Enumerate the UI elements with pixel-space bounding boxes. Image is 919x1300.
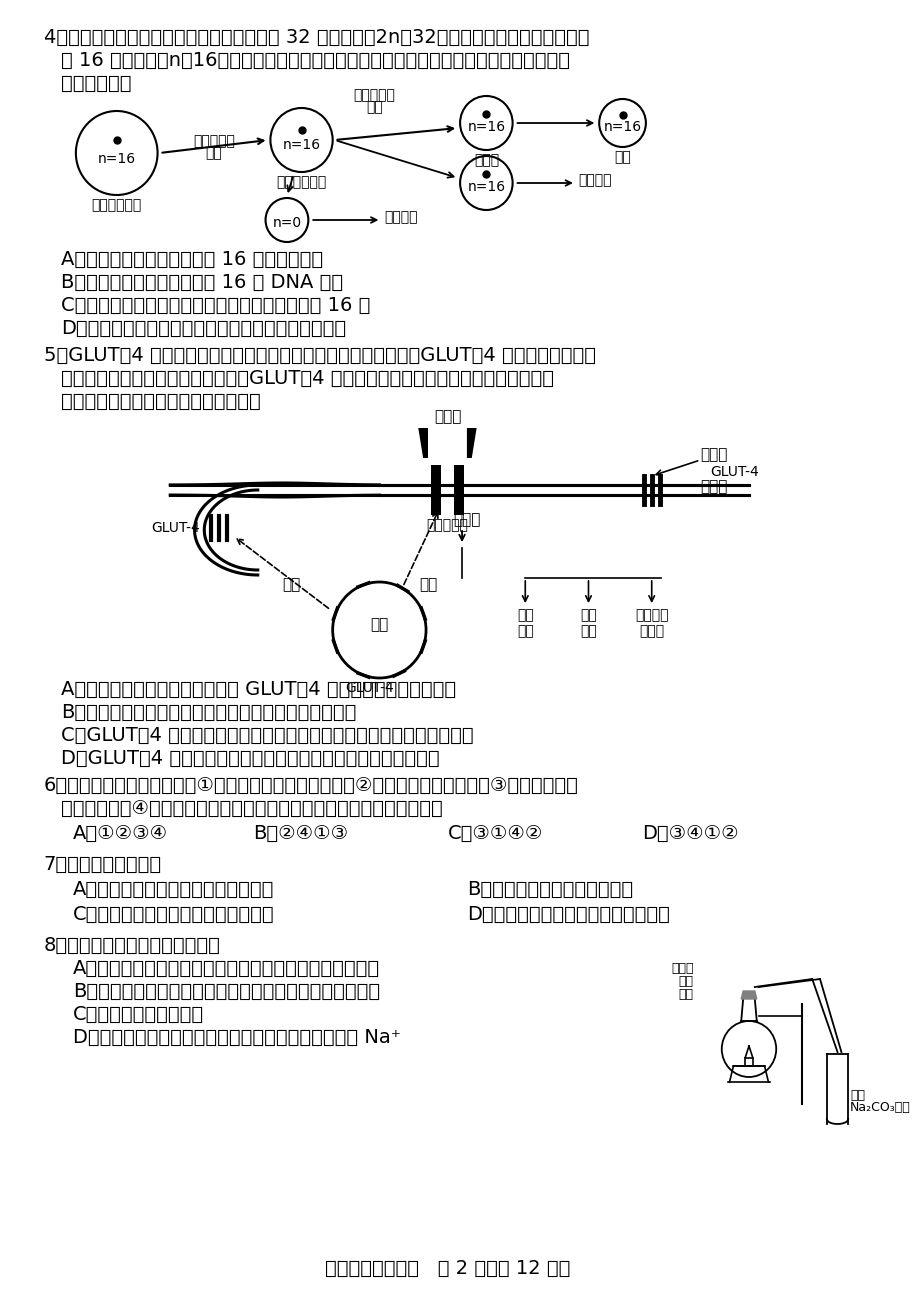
Text: B．胰岛素作为信息分子，可直接参与细胞内的代谢过程: B．胰岛素作为信息分子，可直接参与细胞内的代谢过程 — [62, 703, 357, 722]
Text: GLUT-4: GLUT-4 — [345, 681, 393, 696]
Text: n=16: n=16 — [603, 120, 641, 134]
Text: GLUT-4: GLUT-4 — [709, 465, 758, 478]
Text: C．用碱石灰可干燥氯气: C．用碱石灰可干燥氯气 — [73, 1005, 204, 1024]
Text: C．GLUT－4 从囊泡转移到细胞膜上的过程，体现了生物膜的选择透过性: C．GLUT－4 从囊泡转移到细胞膜上的过程，体现了生物膜的选择透过性 — [62, 725, 473, 745]
Text: D．③④①②: D．③④①② — [641, 824, 738, 842]
Polygon shape — [467, 428, 476, 458]
Text: D．高温消毒是利用蛋白质变性的原理: D．高温消毒是利用蛋白质变性的原理 — [467, 905, 669, 924]
Text: n=16: n=16 — [467, 179, 505, 194]
Text: 细胞膜: 细胞膜 — [699, 480, 727, 494]
Text: 促进: 促进 — [282, 577, 301, 593]
Text: 囊泡: 囊泡 — [369, 618, 388, 633]
Text: n=16: n=16 — [467, 120, 505, 134]
Text: C．在精子形成过程中，细胞含有的染色体始终为 16 条: C．在精子形成过程中，细胞含有的染色体始终为 16 条 — [62, 296, 370, 315]
Text: D．GLUT－4 合成障碍的糖尿病患者，可通过注射胰岛素进行治疗: D．GLUT－4 合成障碍的糖尿病患者，可通过注射胰岛素进行治疗 — [62, 749, 439, 768]
Text: n=16: n=16 — [282, 138, 320, 152]
Text: C．制聚乙烯塑料的反应属于取代反应: C．制聚乙烯塑料的反应属于取代反应 — [73, 905, 274, 924]
Text: 氧化
分解: 氧化 分解 — [516, 608, 533, 638]
Text: 素周期律）；④玻尔（玻尔原子模型）。这些突出贡献提出的年代顺序是: 素周期律）；④玻尔（玻尔原子模型）。这些突出贡献提出的年代顺序是 — [62, 800, 443, 818]
Text: A．蜜蜂的一个染色体组含有 16 条同源染色体: A．蜜蜂的一个染色体组含有 16 条同源染色体 — [62, 250, 323, 269]
Text: A．①②③④: A．①②③④ — [73, 824, 168, 842]
Text: 乙酸: 乙酸 — [677, 975, 692, 988]
Text: B．②④①③: B．②④①③ — [253, 824, 347, 842]
Text: n=16: n=16 — [97, 152, 136, 166]
Text: 5．GLUT－4 是细胞膜上转运葡萄糖的载体。胰岛素浓度升高时，GLUT－4 从细胞内的囊泡转: 5．GLUT－4 是细胞膜上转运葡萄糖的载体。胰岛素浓度升高时，GLUT－4 从… — [44, 346, 596, 365]
Text: Na₂CO₃溶液: Na₂CO₃溶液 — [849, 1101, 910, 1114]
Text: 次级精母细胞: 次级精母细胞 — [276, 176, 326, 188]
Bar — [430, 465, 440, 515]
Polygon shape — [741, 991, 756, 998]
Text: 葡萄糖: 葡萄糖 — [699, 447, 727, 463]
Text: 浓硫酸: 浓硫酸 — [671, 962, 693, 975]
Text: B．一个初级精母细胞中含有 16 个 DNA 分子: B．一个初级精母细胞中含有 16 个 DNA 分子 — [62, 273, 343, 292]
Text: 减数第一次: 减数第一次 — [193, 134, 234, 148]
Text: GLUT-4: GLUT-4 — [151, 521, 199, 536]
Text: 分裂: 分裂 — [206, 146, 222, 160]
Text: 8．下列关于实验的说法正确的是: 8．下列关于实验的说法正确的是 — [44, 936, 221, 956]
Text: B．油脂在碱性条件下才能水解: B．油脂在碱性条件下才能水解 — [467, 880, 632, 900]
Text: 7．下列说法正确的是: 7．下列说法正确的是 — [44, 855, 162, 874]
Text: D．若不考虑突变，一只雄蜂只能产生一种类型的精子: D．若不考虑突变，一只雄蜂只能产生一种类型的精子 — [62, 318, 346, 338]
Text: 退化消失: 退化消失 — [384, 211, 417, 224]
Text: 精细胞: 精细胞 — [473, 153, 498, 166]
Text: 素作用机理模式图。下列说法正确的是: 素作用机理模式图。下列说法正确的是 — [62, 393, 261, 411]
Text: 6．化学家及其突出贡献为：①波义耳（化学元素概念）；②道尔顿（原子学说）；③门捷列夫（元: 6．化学家及其突出贡献为：①波义耳（化学元素概念）；②道尔顿（原子学说）；③门捷… — [44, 776, 578, 796]
Text: 胰岛素: 胰岛素 — [433, 410, 460, 424]
Text: C．③①④②: C．③①④② — [447, 824, 542, 842]
Text: 有 16 条染色体（n＝16）。雄蜂可通过一种特殊的减数分裂方式形成精子，如图所示。下列: 有 16 条染色体（n＝16）。雄蜂可通过一种特殊的减数分裂方式形成精子，如图所… — [62, 51, 570, 70]
Text: 促进: 促进 — [418, 577, 437, 593]
Text: 4．蜜蜂中工蜂和蜂王是二倍体，体细胞含有 32 条染色体（2n＝32）；雄蜂是单倍体，体细胞含: 4．蜜蜂中工蜂和蜂王是二倍体，体细胞含有 32 条染色体（2n＝32）；雄蜂是单… — [44, 29, 589, 47]
Text: 转化为非
糖物质: 转化为非 糖物质 — [634, 608, 668, 638]
Text: 饱和: 饱和 — [849, 1089, 864, 1102]
Text: n=0: n=0 — [272, 216, 301, 230]
Bar — [454, 465, 463, 515]
Text: 乙醇: 乙醇 — [677, 988, 692, 1001]
Text: 理科综合能力测试   第 2 页（共 12 页）: 理科综合能力测试 第 2 页（共 12 页） — [324, 1258, 570, 1278]
Text: D．用普通玻璃棒蘸取溶液做焰色反应以证明溶液含有 Na⁺: D．用普通玻璃棒蘸取溶液做焰色反应以证明溶液含有 Na⁺ — [73, 1028, 401, 1046]
Text: 退化消失: 退化消失 — [578, 173, 612, 187]
Text: 葡萄糖: 葡萄糖 — [453, 512, 480, 527]
Polygon shape — [418, 428, 427, 458]
Text: A．将二氧化碳通入硅酸钠溶液以证明碳酸的酸性比硅酸强: A．将二氧化碳通入硅酸钠溶液以证明碳酸的酸性比硅酸强 — [73, 959, 380, 978]
Text: 说法正确的是: 说法正确的是 — [62, 74, 131, 94]
Text: 减数第二次: 减数第二次 — [353, 88, 395, 101]
Text: 精子: 精子 — [614, 150, 630, 164]
Text: 合成
糖原: 合成 糖原 — [580, 608, 596, 638]
Text: 初级精母细胞: 初级精母细胞 — [92, 198, 142, 212]
Text: 移到细胞膜上；胰岛素浓度降低时，GLUT－4 通过细胞膜内陷重新回到囊泡。下图为胰岛: 移到细胞膜上；胰岛素浓度降低时，GLUT－4 通过细胞膜内陷重新回到囊泡。下图为… — [62, 369, 553, 387]
Text: B．右图装置中，导管不能伸入液面的原因是产物易溶于水: B．右图装置中，导管不能伸入液面的原因是产物易溶于水 — [73, 982, 380, 1001]
Text: 分裂: 分裂 — [366, 100, 382, 114]
Text: A．乙醇和二氯甲烷都存在同分异构体: A．乙醇和二氯甲烷都存在同分异构体 — [73, 880, 274, 900]
Text: 胰岛素受体: 胰岛素受体 — [426, 517, 468, 532]
Text: A．胰岛素可以通过调控细胞膜上 GLUT－4 的数量来调节血糖的浓度: A．胰岛素可以通过调控细胞膜上 GLUT－4 的数量来调节血糖的浓度 — [62, 680, 456, 699]
